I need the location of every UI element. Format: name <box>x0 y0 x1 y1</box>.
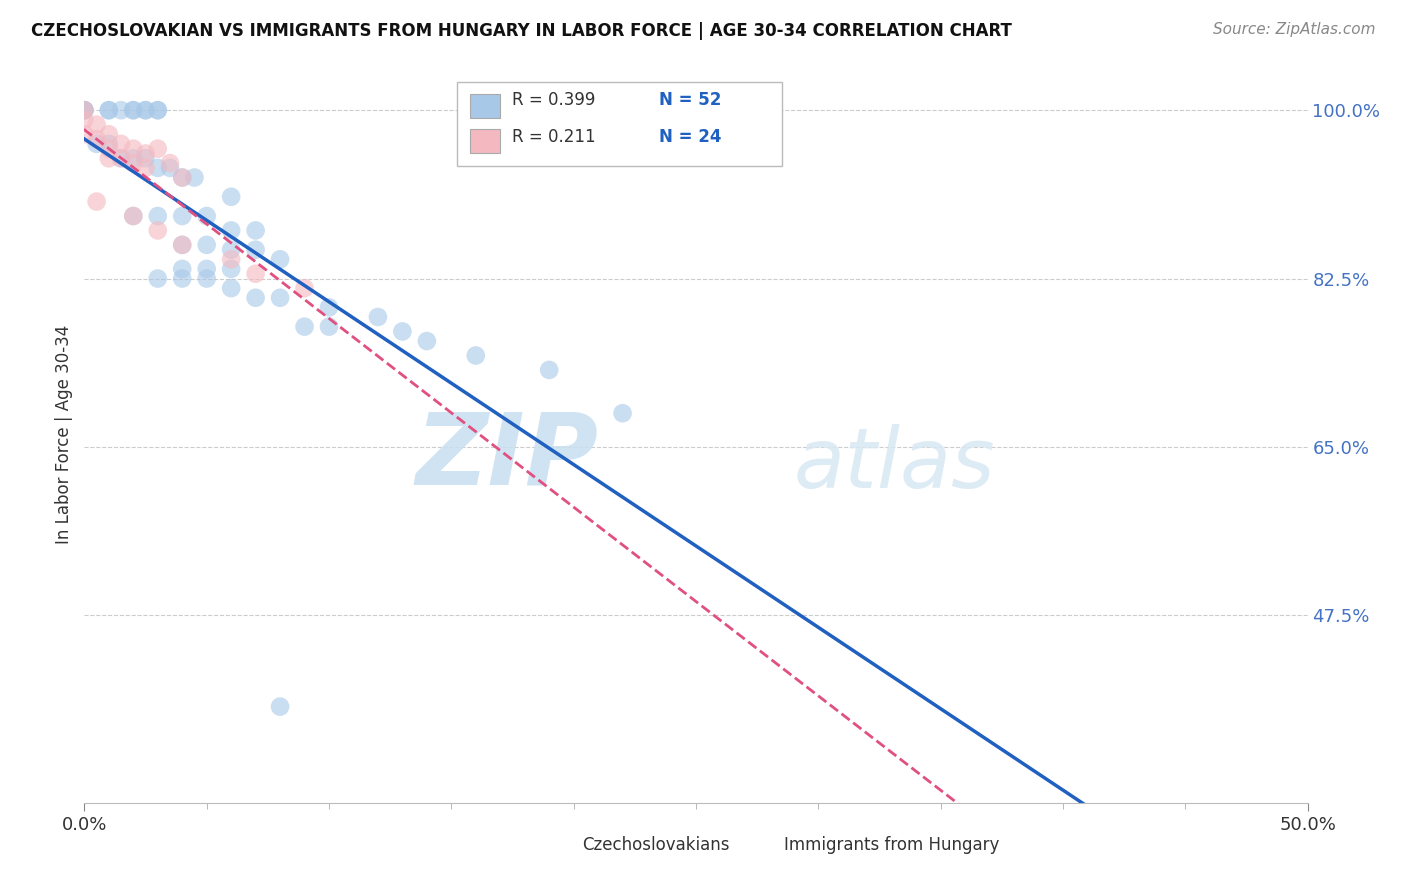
Text: N = 24: N = 24 <box>659 128 721 145</box>
Point <box>135 103 157 118</box>
Point <box>269 252 291 267</box>
Point <box>195 238 218 252</box>
Point <box>110 136 132 151</box>
Point <box>146 223 169 237</box>
Point <box>219 243 242 257</box>
Text: Source: ZipAtlas.com: Source: ZipAtlas.com <box>1212 22 1375 37</box>
Point <box>612 406 634 420</box>
Point <box>318 319 340 334</box>
Point <box>172 170 194 185</box>
Point <box>269 699 291 714</box>
Point <box>538 363 561 377</box>
Point <box>73 103 96 118</box>
Point <box>159 156 181 170</box>
Text: Immigrants from Hungary: Immigrants from Hungary <box>785 837 1000 855</box>
Point <box>172 271 194 285</box>
Text: ZIP: ZIP <box>415 409 598 506</box>
Point <box>97 136 120 151</box>
Point <box>146 103 169 118</box>
Point <box>110 103 132 118</box>
Point <box>135 151 157 165</box>
Point <box>219 261 242 276</box>
Point <box>122 103 145 118</box>
Point <box>318 301 340 315</box>
Point <box>219 190 242 204</box>
Point <box>269 291 291 305</box>
Point <box>391 325 413 339</box>
Bar <box>470 128 501 153</box>
Point <box>73 112 96 127</box>
Point <box>97 103 120 118</box>
Point <box>122 151 145 165</box>
Point <box>110 151 132 165</box>
Point <box>219 281 242 295</box>
Point <box>146 161 169 175</box>
Point <box>172 261 194 276</box>
Point <box>367 310 389 324</box>
Point <box>245 291 267 305</box>
Point <box>159 161 181 175</box>
Point <box>86 194 108 209</box>
Point <box>172 238 194 252</box>
Point <box>146 271 169 285</box>
Point <box>122 209 145 223</box>
Point <box>122 142 145 156</box>
Point <box>245 267 267 281</box>
Point <box>86 132 108 146</box>
Point <box>195 261 218 276</box>
Point <box>172 170 194 185</box>
Point <box>464 349 486 363</box>
Point <box>195 209 218 223</box>
Point <box>86 118 108 132</box>
Point <box>110 151 132 165</box>
Point <box>294 281 316 295</box>
Text: CZECHOSLOVAKIAN VS IMMIGRANTS FROM HUNGARY IN LABOR FORCE | AGE 30-34 CORRELATIO: CZECHOSLOVAKIAN VS IMMIGRANTS FROM HUNGA… <box>31 22 1012 40</box>
Bar <box>470 95 501 119</box>
Point <box>183 170 205 185</box>
Point <box>294 319 316 334</box>
Point <box>122 209 145 223</box>
Point <box>97 103 120 118</box>
Point <box>219 223 242 237</box>
Point <box>146 142 169 156</box>
Point <box>135 161 157 175</box>
Bar <box>751 838 778 858</box>
Point <box>122 156 145 170</box>
Point <box>73 103 96 118</box>
Point <box>73 103 96 118</box>
Point <box>135 103 157 118</box>
Point <box>73 103 96 118</box>
Point <box>219 252 242 267</box>
Point <box>97 127 120 141</box>
Point <box>135 146 157 161</box>
Point <box>146 103 169 118</box>
Point <box>416 334 439 348</box>
Text: R = 0.211: R = 0.211 <box>513 128 596 145</box>
Bar <box>550 838 576 858</box>
Text: Czechoslovakians: Czechoslovakians <box>582 837 730 855</box>
Point <box>245 243 267 257</box>
Point <box>122 103 145 118</box>
Point <box>73 127 96 141</box>
Y-axis label: In Labor Force | Age 30-34: In Labor Force | Age 30-34 <box>55 326 73 544</box>
Point <box>97 142 120 156</box>
Text: R = 0.399: R = 0.399 <box>513 91 596 109</box>
Point <box>245 223 267 237</box>
Point <box>86 136 108 151</box>
FancyBboxPatch shape <box>457 81 782 166</box>
Point <box>97 151 120 165</box>
Point <box>195 271 218 285</box>
Text: atlas: atlas <box>794 424 995 505</box>
Point <box>146 209 169 223</box>
Text: N = 52: N = 52 <box>659 91 721 109</box>
Point <box>172 238 194 252</box>
Point <box>172 209 194 223</box>
